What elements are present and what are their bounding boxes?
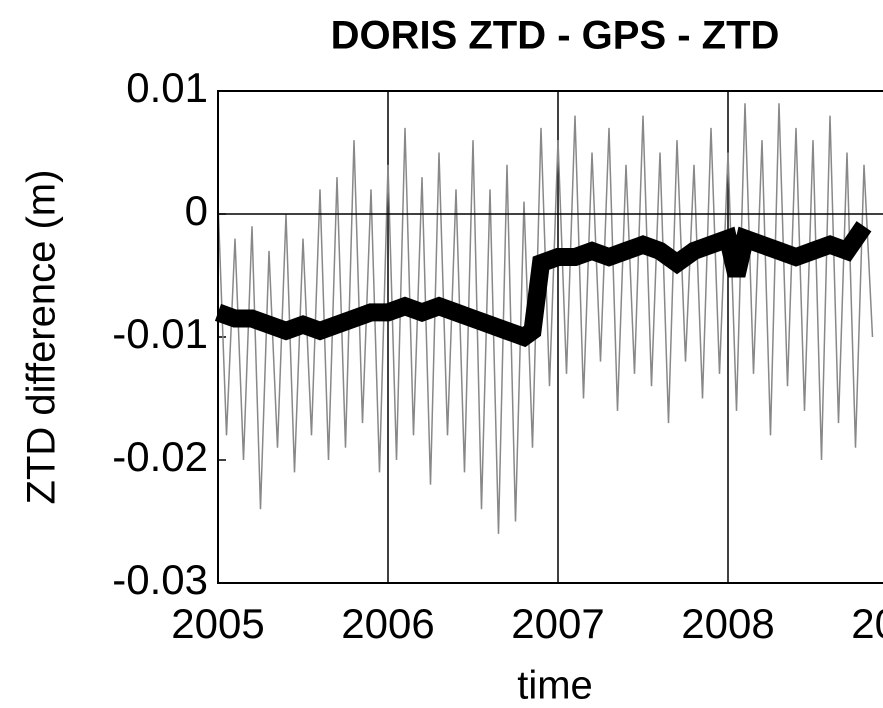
x-tick-label: 2008 xyxy=(681,600,774,647)
x-tick-label: 2006 xyxy=(341,600,434,647)
x-tick-label: 2007 xyxy=(511,600,604,647)
x-tick-label: 2009 xyxy=(851,600,883,647)
y-tick-label: -0.03 xyxy=(112,556,208,603)
data-line xyxy=(214,221,872,348)
y-axis-label: ZTD difference (m) xyxy=(20,170,64,505)
x-axis-label: time xyxy=(517,664,593,708)
y-tick-label: -0.02 xyxy=(112,433,208,480)
chart-title: DORIS ZTD - GPS - ZTD xyxy=(331,14,780,58)
y-tick-label: -0.01 xyxy=(112,310,208,357)
data-line xyxy=(217,103,874,534)
y-tick-label: 0.01 xyxy=(126,64,208,111)
y-tick-label: 0 xyxy=(185,187,208,234)
plot-frame xyxy=(217,90,883,584)
x-tick-label: 2005 xyxy=(171,600,264,647)
